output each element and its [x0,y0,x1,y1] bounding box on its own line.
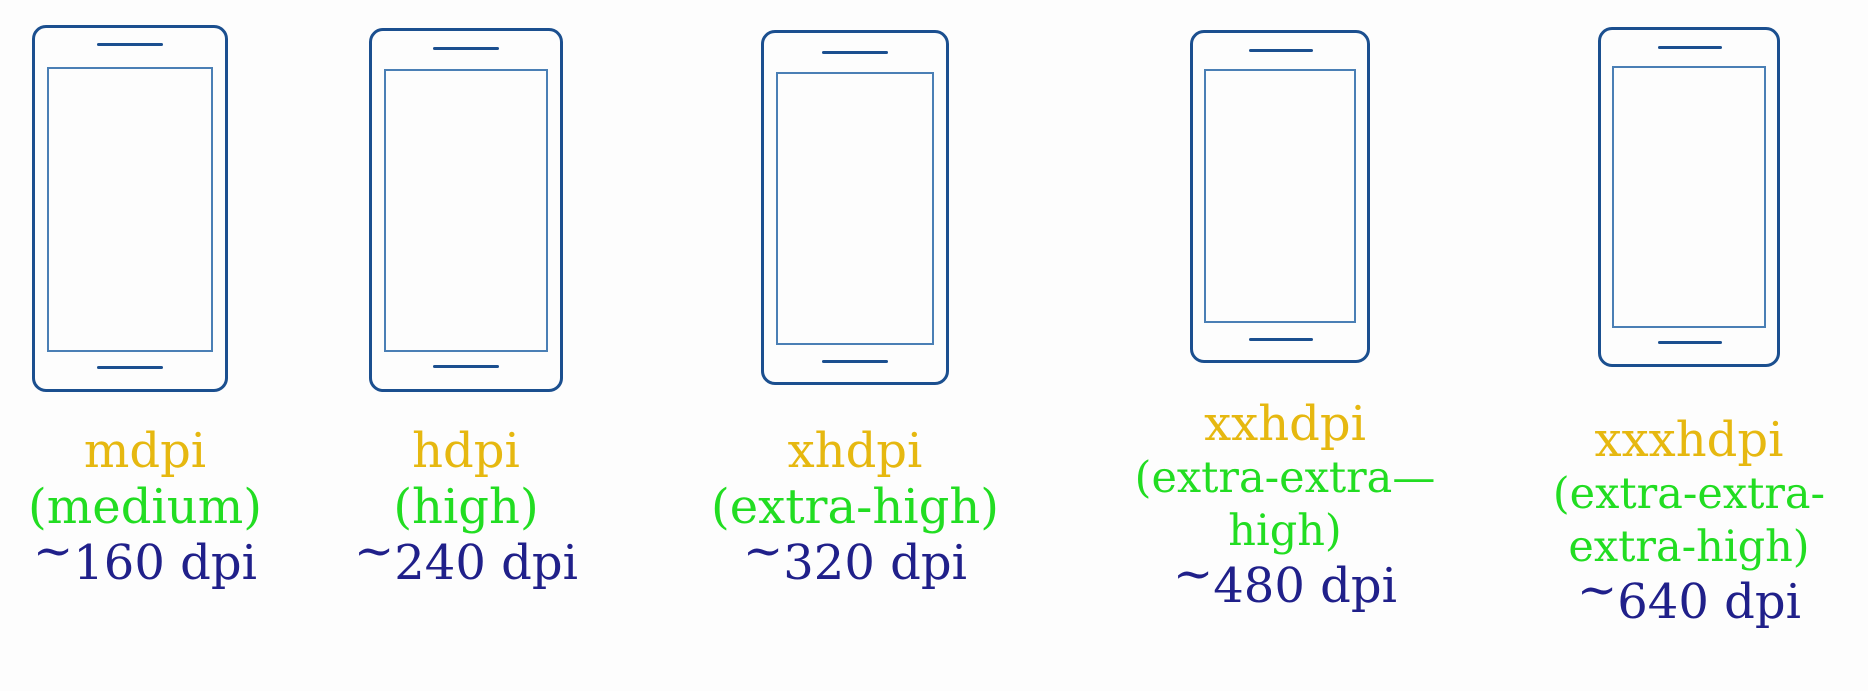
density-description: (extra-extra— [1134,453,1436,503]
density-name: xxhdpi [1204,396,1366,452]
speaker-line [97,43,163,46]
home-line [1658,341,1722,344]
smartphone-icon [369,28,563,392]
speaker-line [822,51,888,54]
home-line [433,365,499,368]
density-labels: hdpi (high) ~240 dpi [321,423,611,591]
density-dpi: ~320 dpi [690,523,1020,591]
approx-tilde: ~ [743,523,784,579]
density-description: (extra-high) [711,479,999,535]
density-name: xhdpi [787,423,923,479]
density-description: (medium) [28,479,262,535]
density-dpi: ~160 dpi [0,523,290,591]
density-labels: mdpi (medium) ~160 dpi [0,423,290,591]
density-description-line-2: high) [1228,506,1342,556]
density-dpi: ~480 dpi [1120,546,1450,614]
phone-screen [1612,66,1766,328]
smartphone-icon [761,30,949,385]
approx-tilde: ~ [33,523,74,579]
approx-tilde: ~ [1577,562,1618,618]
phone-screen [1204,69,1356,323]
smartphone-icon [1598,27,1780,367]
phone-screen [776,72,934,345]
speaker-line [433,47,499,50]
phone-screen [384,69,548,352]
density-name: hdpi [412,423,520,479]
dpi-value: 240 dpi [394,535,578,591]
density-labels: xxxhdpi (extra-extra- extra-high) ~640 d… [1520,412,1858,630]
dpi-value: 160 dpi [73,535,257,591]
home-line [1249,338,1313,341]
dpi-value: 480 dpi [1213,558,1397,614]
density-description-line-2: extra-high) [1568,522,1810,572]
dpi-value: 320 dpi [783,535,967,591]
approx-tilde: ~ [1173,546,1214,602]
density-labels: xxhdpi (extra-extra— high) ~480 dpi [1120,396,1450,614]
density-dpi: ~640 dpi [1520,562,1858,630]
smartphone-icon [32,25,228,392]
home-line [822,360,888,363]
dpi-value: 640 dpi [1617,574,1801,630]
density-dpi: ~240 dpi [321,523,611,591]
speaker-line [1249,49,1313,52]
approx-tilde: ~ [354,523,395,579]
density-labels: xhdpi (extra-high) ~320 dpi [690,423,1020,591]
phone-screen [47,67,213,352]
density-name: xxxhdpi [1594,412,1784,468]
density-description: (extra-extra- [1552,469,1826,519]
density-description: (high) [393,479,539,535]
smartphone-icon [1190,30,1370,363]
home-line [97,366,163,369]
speaker-line [1658,46,1722,49]
density-name: mdpi [83,423,207,479]
